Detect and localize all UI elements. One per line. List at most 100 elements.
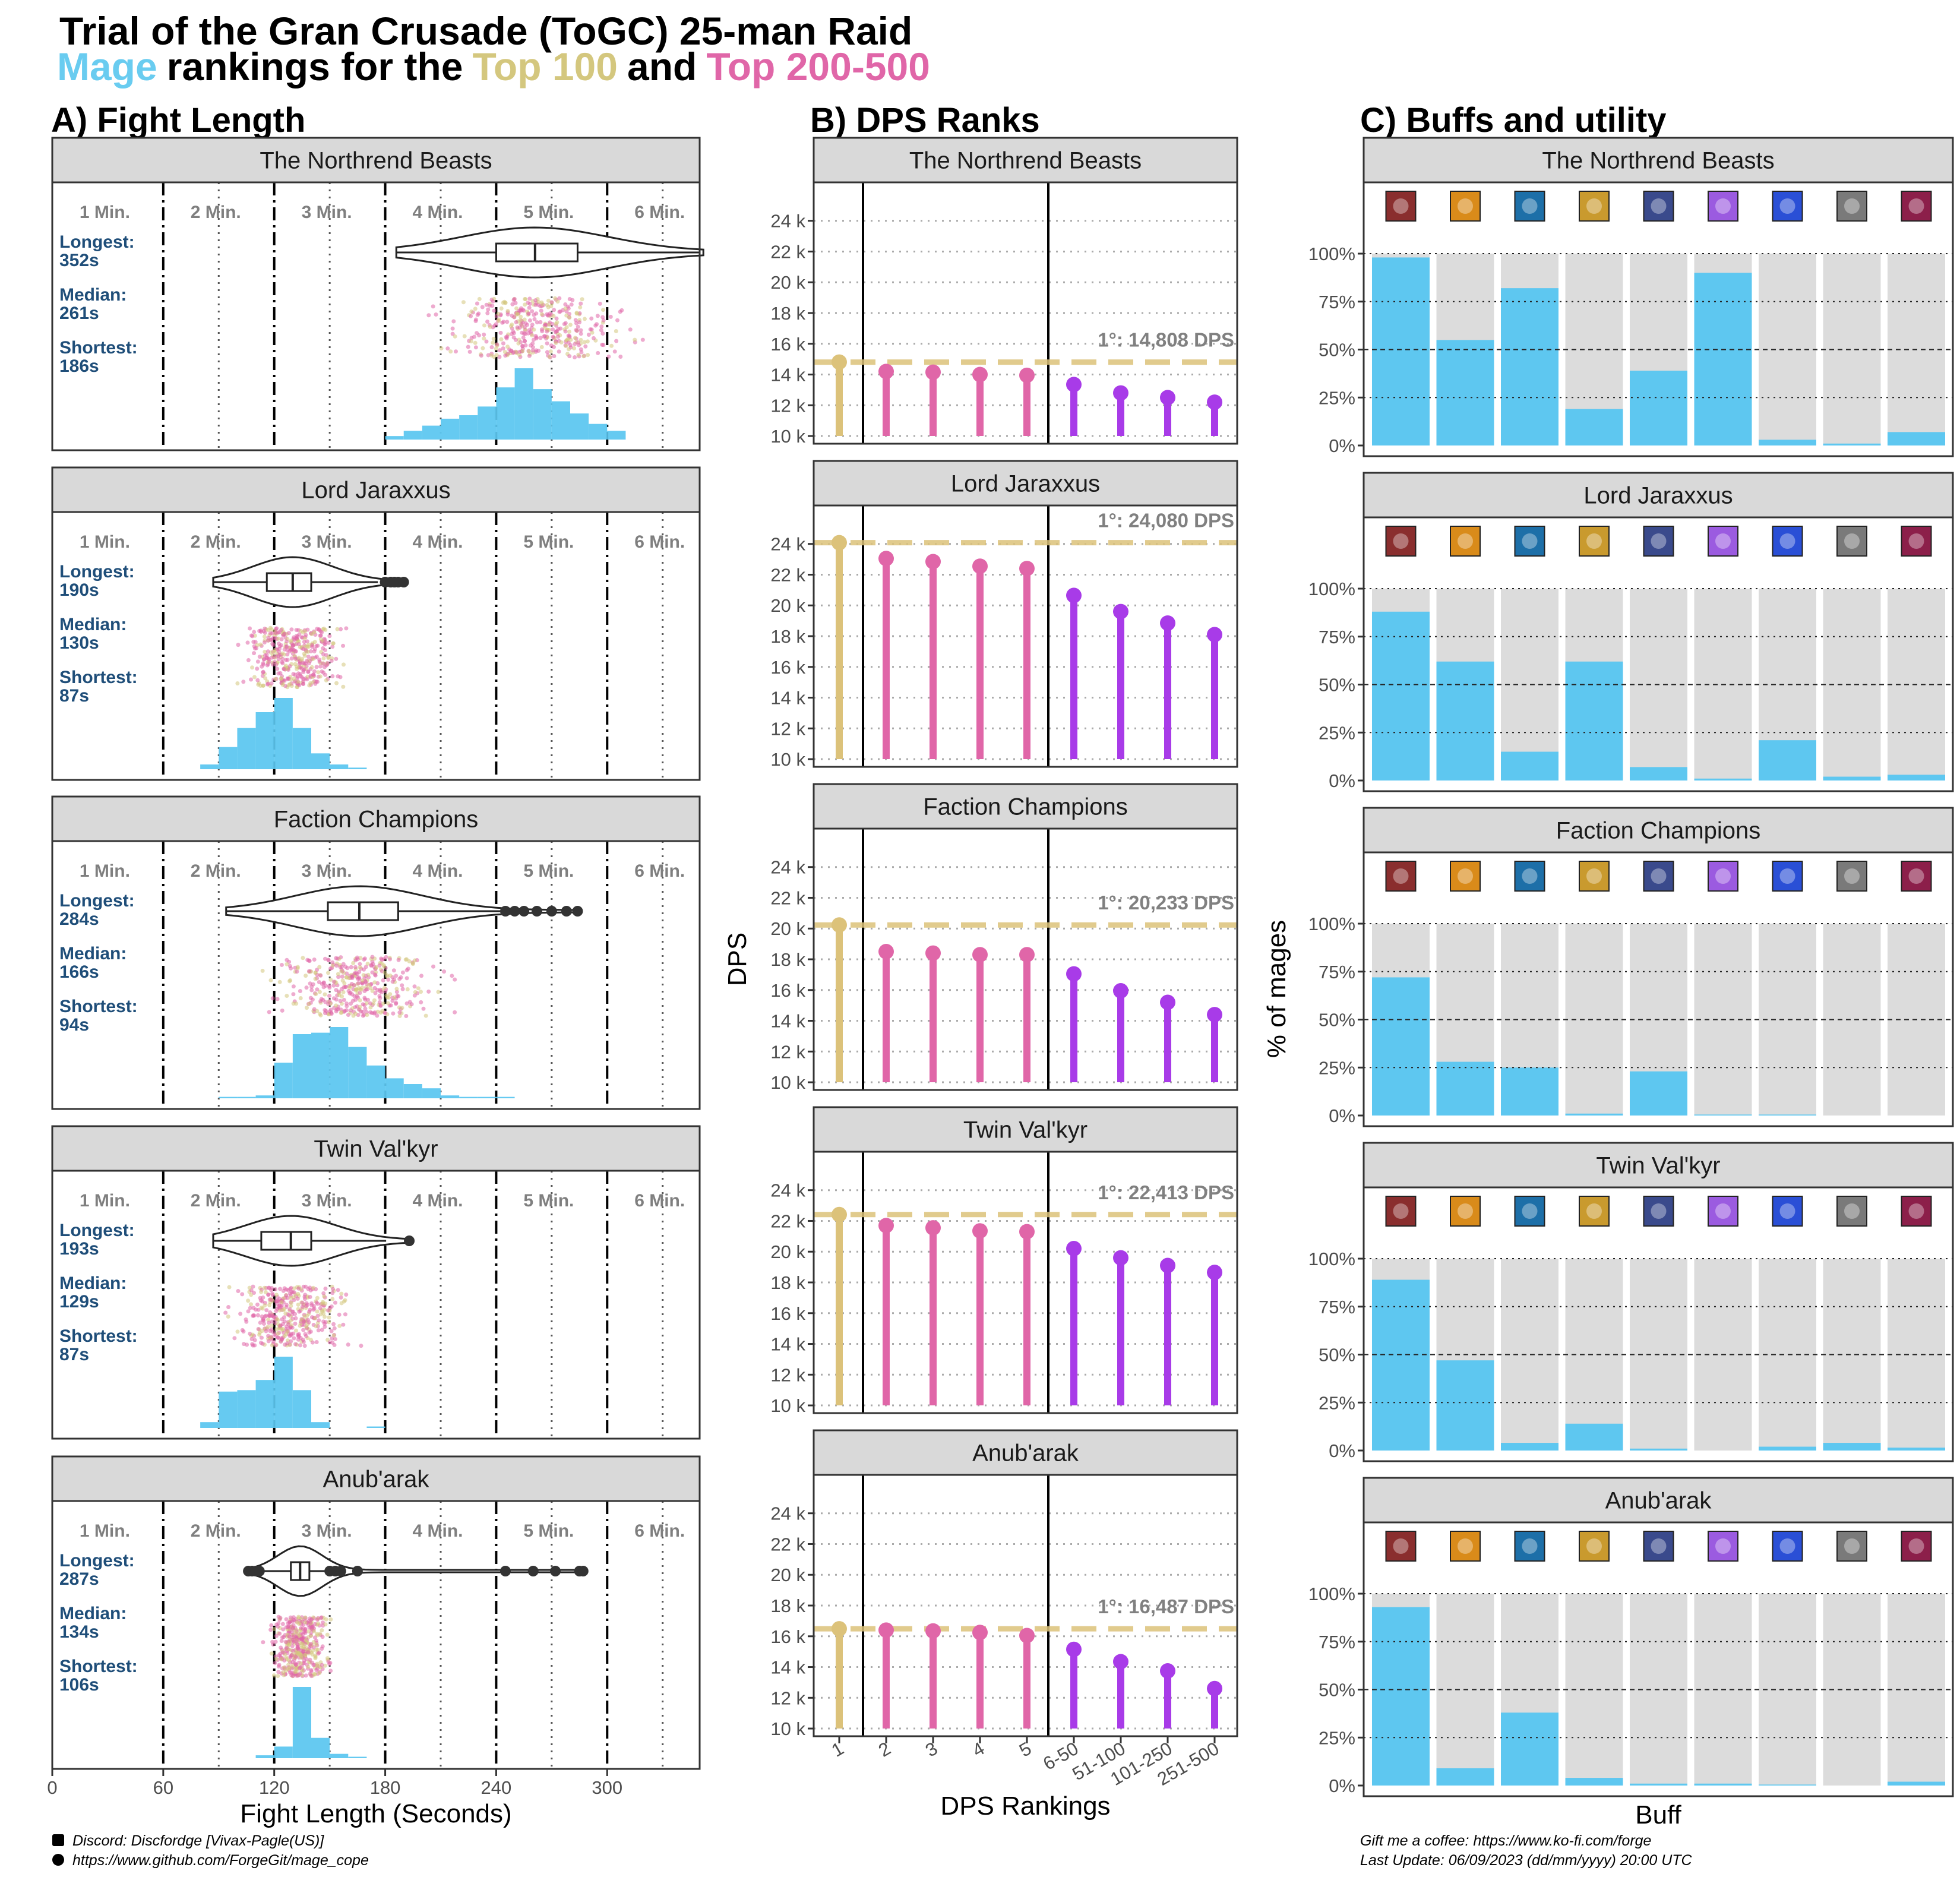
jitter-point xyxy=(413,990,418,994)
jitter-point xyxy=(314,1642,319,1647)
jitter-point xyxy=(306,669,311,674)
jitter-point xyxy=(266,628,271,633)
stat-label: Longest: xyxy=(59,232,135,252)
lollipop-head xyxy=(972,1625,988,1641)
jitter-point xyxy=(306,642,311,647)
buff-bar xyxy=(1759,740,1816,780)
jitter-point xyxy=(317,980,321,985)
jitter-point xyxy=(472,334,477,339)
x-tick-label: 120 xyxy=(259,1777,290,1798)
jitter-point xyxy=(323,1301,328,1306)
jitter-point xyxy=(567,347,571,352)
arcane-buff-icon xyxy=(1708,1531,1738,1562)
jitter-point xyxy=(285,658,290,662)
jitter-point xyxy=(280,1650,285,1655)
jitter-point xyxy=(277,647,282,652)
jitter-point xyxy=(511,335,516,340)
jitter-point xyxy=(372,998,377,1003)
jitter-point xyxy=(473,306,478,311)
jitter-point xyxy=(499,306,504,311)
jitter-point xyxy=(484,302,489,307)
jitter-point xyxy=(311,656,315,661)
top-dps-annotation: 1°: 14,808 DPS xyxy=(1098,329,1234,351)
jitter-point xyxy=(615,318,620,323)
jitter-point xyxy=(307,1330,312,1335)
histogram-bar xyxy=(274,698,293,769)
jitter-point xyxy=(609,343,614,348)
jitter-point xyxy=(309,988,314,993)
jitter-point xyxy=(599,328,603,333)
jitter-point xyxy=(301,1339,306,1344)
buff-bar xyxy=(1501,751,1558,780)
jitter-point xyxy=(301,646,306,651)
jitter-point xyxy=(304,1673,308,1678)
jitter-point xyxy=(573,318,578,323)
jitter-point xyxy=(280,661,285,666)
jitter-point xyxy=(586,353,590,358)
jitter-point xyxy=(306,655,311,659)
jitter-point xyxy=(287,682,292,687)
jitter-point xyxy=(578,301,583,306)
jitter-point xyxy=(265,682,270,687)
claw-buff-icon-highlight xyxy=(1908,198,1924,214)
jitter-point xyxy=(314,1668,319,1673)
buff-bar xyxy=(1372,611,1430,780)
lollipop-head xyxy=(832,535,847,551)
subtitle-top200-text: Top 200-500 xyxy=(706,45,930,89)
facet-title: The Northrend Beasts xyxy=(260,148,492,174)
footer-coffee[interactable]: Gift me a coffee: https://www.ko-fi.com/… xyxy=(1360,1832,1651,1849)
jitter-point xyxy=(273,1661,277,1666)
lollipop-head xyxy=(1207,1007,1222,1023)
jitter-point xyxy=(316,1621,321,1626)
jitter-point xyxy=(270,996,275,1001)
jitter-point xyxy=(501,341,505,346)
jitter-point xyxy=(275,1306,280,1311)
jitter-point xyxy=(263,676,268,681)
jitter-point xyxy=(251,1306,256,1310)
jitter-point xyxy=(267,659,271,664)
jitter-point xyxy=(545,302,549,307)
warrior-buff-icon-highlight xyxy=(1393,1538,1409,1554)
y-tick-label: 20 k xyxy=(770,1565,805,1585)
panel-border xyxy=(813,1151,1238,1414)
jitter-point xyxy=(309,1627,314,1632)
facet-strip xyxy=(813,783,1238,830)
jitter-point xyxy=(298,1665,303,1670)
jitter-point xyxy=(568,343,573,347)
jitter-point xyxy=(312,1635,317,1640)
jitter-point xyxy=(419,1000,423,1004)
jitter-point xyxy=(289,639,293,643)
jitter-point xyxy=(281,1627,286,1632)
jitter-point xyxy=(574,328,579,333)
jitter-point xyxy=(599,324,604,329)
jitter-point xyxy=(265,638,270,643)
minute-label: 4 Min. xyxy=(412,1191,463,1211)
buff-bar xyxy=(1436,661,1494,780)
jitter-point xyxy=(292,1336,296,1341)
jitter-point xyxy=(232,1336,237,1341)
facet-title: Lord Jaraxxus xyxy=(951,471,1100,497)
x-tick-label: 180 xyxy=(370,1777,401,1798)
jitter-point xyxy=(396,958,401,962)
jitter-point xyxy=(313,1316,318,1320)
jitter-point xyxy=(551,314,556,318)
histogram-bar xyxy=(533,389,552,440)
jitter-point xyxy=(489,345,494,350)
blue-orb-buff-icon-highlight xyxy=(1522,1203,1538,1219)
jitter-point xyxy=(248,1306,252,1310)
histogram-bar xyxy=(274,1746,293,1758)
jitter-point xyxy=(491,340,495,345)
jitter-point xyxy=(491,299,495,304)
jitter-point xyxy=(517,326,522,330)
footer-github[interactable]: https://www.github.com/ForgeGit/mage_cop… xyxy=(72,1852,369,1869)
y-tick-label: 25% xyxy=(1319,722,1355,743)
blue-orb-buff-icon-highlight xyxy=(1522,198,1538,214)
jitter-point xyxy=(301,1319,306,1324)
jitter-point xyxy=(487,303,492,308)
jitter-point xyxy=(271,1293,276,1297)
jitter-point xyxy=(532,327,536,332)
jitter-point xyxy=(538,336,543,340)
jitter-point xyxy=(268,1628,273,1632)
jitter-point xyxy=(275,997,280,1001)
jitter-point xyxy=(226,1304,231,1309)
